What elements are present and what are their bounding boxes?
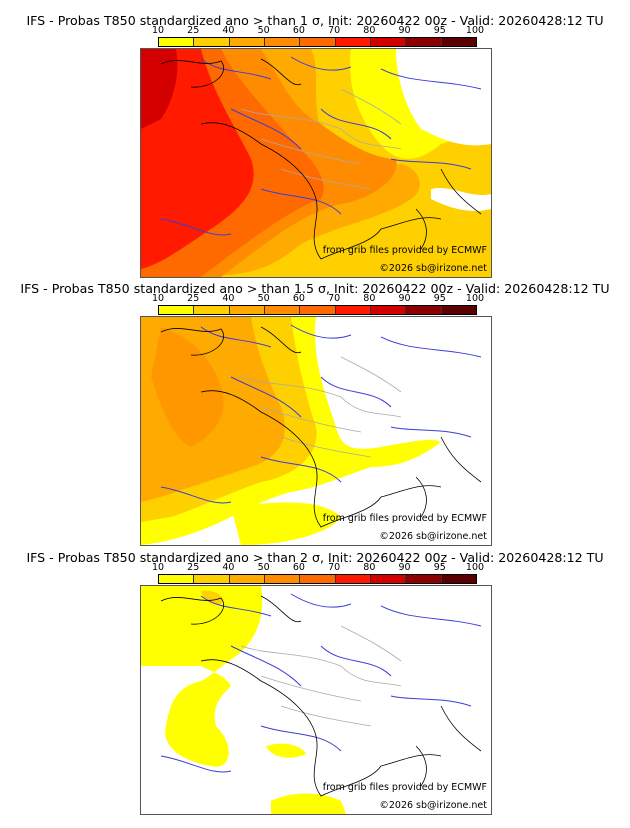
colorbar-segment xyxy=(370,575,407,583)
colorbar-tick-label: 40 xyxy=(222,293,235,304)
colorbar-segment xyxy=(229,306,265,314)
colorbar-segment xyxy=(441,38,476,46)
map-canvas xyxy=(141,49,491,277)
colorbar-tick-label: 10 xyxy=(151,562,165,573)
colorbar-tick-label: 60 xyxy=(292,293,305,304)
colorbar-tick-label: 90 xyxy=(398,25,411,36)
colorbar-tick-label: 25 xyxy=(187,562,200,573)
colorbar-segment xyxy=(229,575,265,583)
colorbar-segment xyxy=(406,306,442,314)
colorbar-tick-label: 60 xyxy=(292,25,305,36)
colorbar-tick-label: 80 xyxy=(363,562,376,573)
colorbar-segment xyxy=(264,306,301,314)
colorbar xyxy=(158,574,477,584)
colorbar-segment xyxy=(335,306,371,314)
colorbar-tick-label: 80 xyxy=(363,25,376,36)
colorbar-tick-label: 10 xyxy=(151,293,165,304)
colorbar-tick-label: 50 xyxy=(257,25,270,36)
colorbar-segment xyxy=(335,38,371,46)
colorbar-tick-label: 90 xyxy=(398,293,411,304)
colorbar-segment xyxy=(264,575,301,583)
colorbar-tick-label: 60 xyxy=(292,562,305,573)
probability-map: from grib files provided by ECMWF ©2026 … xyxy=(140,585,492,815)
credit-source: from grib files provided by ECMWF xyxy=(322,513,487,524)
colorbar-tick-label: 40 xyxy=(222,25,235,36)
colorbar-segment xyxy=(300,306,336,314)
colorbar-tick-label: 70 xyxy=(328,562,341,573)
colorbar-segment xyxy=(441,306,476,314)
map-canvas xyxy=(141,317,491,545)
panel-1-5sigma: IFS - Probas T850 standardized ano > tha… xyxy=(0,281,630,546)
colorbar-segment xyxy=(194,575,230,583)
colorbar-segment xyxy=(300,575,336,583)
colorbar-tick-label: 100 xyxy=(465,25,485,36)
colorbar-tick-label: 10 xyxy=(151,25,165,36)
credit-copyright: ©2026 sb@irizone.net xyxy=(379,263,487,274)
colorbar-segment xyxy=(300,38,336,46)
colorbar-tick-label: 95 xyxy=(433,293,446,304)
colorbar-segment xyxy=(406,575,442,583)
colorbar-segment xyxy=(159,575,195,583)
colorbar-ticks: 10 25 40 50 60 70 80 90 95 100 xyxy=(152,562,484,573)
probability-map: from grib files provided by ECMWF ©2026 … xyxy=(140,48,492,278)
panel-1sigma: IFS - Probas T850 standardized ano > tha… xyxy=(0,13,630,278)
colorbar-segment xyxy=(159,306,195,314)
colorbar-tick-label: 25 xyxy=(187,25,200,36)
colorbar-tick-label: 70 xyxy=(328,25,341,36)
colorbar-segment xyxy=(441,575,476,583)
map-canvas xyxy=(141,586,491,814)
map-title: IFS - Probas T850 standardized ano > tha… xyxy=(20,281,610,296)
credit-copyright: ©2026 sb@irizone.net xyxy=(379,800,487,811)
colorbar-segment xyxy=(264,38,301,46)
map-title: IFS - Probas T850 standardized ano > tha… xyxy=(26,550,604,565)
colorbar-segment xyxy=(406,38,442,46)
colorbar-segment xyxy=(370,306,407,314)
colorbar-tick-label: 25 xyxy=(187,293,200,304)
colorbar-tick-label: 90 xyxy=(398,562,411,573)
map-title: IFS - Probas T850 standardized ano > tha… xyxy=(26,13,604,28)
colorbar-ticks: 10 25 40 50 60 70 80 90 95 100 xyxy=(152,25,484,36)
colorbar-segment xyxy=(335,575,371,583)
credit-source: from grib files provided by ECMWF xyxy=(322,245,487,256)
probability-map: from grib files provided by ECMWF ©2026 … xyxy=(140,316,492,546)
colorbar-tick-label: 100 xyxy=(465,562,485,573)
colorbar-tick-label: 80 xyxy=(363,293,376,304)
colorbar-tick-label: 70 xyxy=(328,293,341,304)
colorbar-tick-label: 100 xyxy=(465,293,485,304)
colorbar-segment xyxy=(370,38,407,46)
colorbar xyxy=(158,37,477,47)
credit-source: from grib files provided by ECMWF xyxy=(322,782,487,793)
colorbar-tick-label: 95 xyxy=(433,25,446,36)
colorbar-segment xyxy=(194,306,230,314)
colorbar-tick-label: 40 xyxy=(222,562,235,573)
colorbar-segment xyxy=(159,38,195,46)
panel-2sigma: IFS - Probas T850 standardized ano > tha… xyxy=(0,550,630,815)
colorbar-tick-label: 50 xyxy=(257,562,270,573)
credit-copyright: ©2026 sb@irizone.net xyxy=(379,531,487,542)
colorbar-segment xyxy=(229,38,265,46)
colorbar-tick-label: 95 xyxy=(433,562,446,573)
colorbar-ticks: 10 25 40 50 60 70 80 90 95 100 xyxy=(152,293,484,304)
colorbar-segment xyxy=(194,38,230,46)
colorbar-tick-label: 50 xyxy=(257,293,270,304)
colorbar xyxy=(158,305,477,315)
